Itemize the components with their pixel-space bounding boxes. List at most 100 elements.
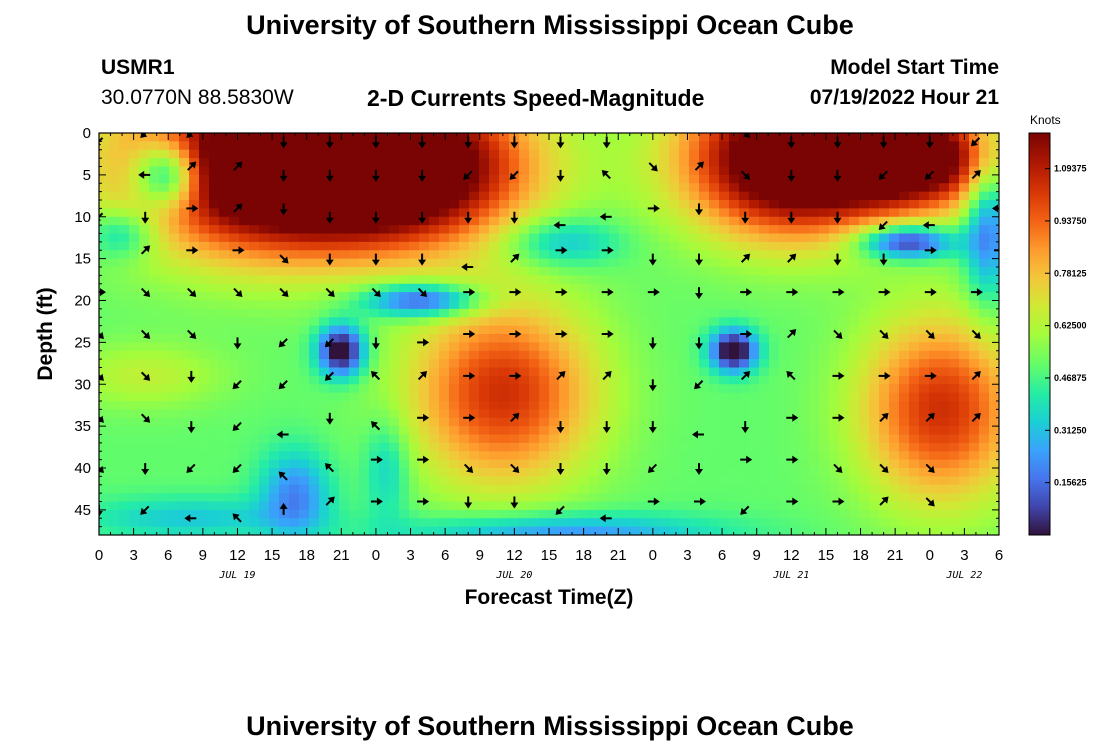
heatmap-cell — [349, 267, 360, 276]
heatmap-cell — [919, 367, 930, 377]
heatmap-cell — [699, 459, 710, 469]
heatmap-cell — [959, 493, 970, 503]
heatmap-cell — [619, 434, 630, 444]
heatmap-cell — [519, 158, 530, 168]
heatmap-cell — [279, 392, 290, 402]
current-arrow — [555, 246, 568, 255]
heatmap-cell — [419, 133, 430, 142]
heatmap-cell — [769, 484, 780, 494]
y-tick-label: 25 — [74, 334, 91, 351]
current-arrow — [832, 497, 845, 506]
heatmap-cell — [189, 267, 200, 276]
heatmap-cell — [569, 174, 580, 184]
heatmap-cell — [859, 509, 870, 519]
heatmap-cell — [689, 283, 700, 293]
heatmap-cell — [889, 149, 900, 159]
current-arrow — [187, 161, 197, 171]
heatmap-cell — [169, 174, 180, 184]
heatmap-cell — [479, 459, 490, 469]
heatmap-cell — [669, 216, 680, 226]
heatmap-cell — [489, 141, 500, 151]
heatmap-cell — [619, 476, 630, 486]
heatmap-cell — [179, 183, 190, 193]
heatmap-cell — [399, 200, 410, 209]
heatmap-cell — [479, 442, 490, 452]
heatmap-cell — [389, 174, 400, 184]
heatmap-cell — [399, 359, 410, 369]
current-arrow — [325, 169, 334, 182]
heatmap-cell — [879, 392, 890, 402]
heatmap-cell — [199, 225, 210, 235]
heatmap-cell — [789, 208, 800, 218]
heatmap-cell — [889, 133, 900, 142]
heatmap-cell — [739, 484, 750, 494]
heatmap-cell — [559, 133, 570, 142]
heatmap-cell — [319, 426, 330, 436]
heatmap-cell — [249, 141, 260, 151]
heatmap-cell — [229, 367, 240, 377]
heatmap-cell — [639, 325, 650, 335]
heatmap-cell — [479, 225, 490, 235]
heatmap-cell — [149, 392, 160, 402]
heatmap-cell — [459, 501, 470, 511]
heatmap-cell — [459, 401, 470, 410]
heatmap-cell — [919, 409, 930, 419]
heatmap-cell — [159, 375, 170, 385]
heatmap-cell — [289, 233, 300, 243]
heatmap-cell — [169, 233, 180, 243]
heatmap-cell — [349, 208, 360, 218]
heatmap-cell — [469, 509, 480, 519]
heatmap-cell — [209, 149, 220, 159]
heatmap-cell — [209, 158, 220, 168]
heatmap-cell — [419, 149, 430, 159]
heatmap-cell — [539, 342, 550, 352]
heatmap-cell — [449, 183, 460, 193]
heatmap-cell — [199, 275, 210, 285]
heatmap-cell — [909, 459, 920, 469]
heatmap-cell — [329, 141, 340, 151]
heatmap-cell — [929, 384, 940, 394]
heatmap-cell — [619, 426, 630, 436]
heatmap-cell — [949, 526, 960, 535]
heatmap-cell — [439, 459, 450, 469]
heatmap-cell — [679, 317, 690, 327]
heatmap-cell — [699, 468, 710, 477]
heatmap-cell — [469, 392, 480, 402]
heatmap-cell — [419, 325, 430, 335]
heatmap-cell — [289, 367, 300, 377]
heatmap-cell — [529, 526, 540, 535]
heatmap-cell — [689, 200, 700, 209]
heatmap-cell — [159, 359, 170, 369]
heatmap-cell — [869, 468, 880, 477]
heatmap-cell — [109, 208, 120, 218]
heatmap-cell — [519, 141, 530, 151]
heatmap-cell — [479, 451, 490, 461]
heatmap-cell — [799, 216, 810, 226]
heatmap-cell — [159, 174, 170, 184]
heatmap-cell — [339, 308, 350, 318]
current-arrow — [555, 330, 568, 338]
heatmap-cell — [629, 501, 640, 511]
heatmap-cell — [789, 518, 800, 528]
heatmap-cell — [469, 334, 480, 343]
heatmap-cell — [799, 451, 810, 461]
heatmap-cell — [199, 417, 210, 427]
current-arrow — [556, 169, 565, 182]
heatmap-cell — [399, 166, 410, 176]
heatmap-cell — [829, 241, 840, 251]
heatmap-cell — [949, 292, 960, 302]
heatmap-cell — [419, 166, 430, 176]
heatmap-cell — [579, 308, 590, 318]
heatmap-cell — [359, 409, 370, 419]
heatmap-cell — [609, 501, 620, 511]
heatmap-cell — [709, 250, 720, 260]
heatmap-cell — [819, 367, 830, 377]
heatmap-cell — [139, 233, 150, 243]
heatmap-cell — [669, 149, 680, 159]
heatmap-cell — [159, 233, 170, 243]
heatmap-cell — [259, 208, 270, 218]
heatmap-cell — [719, 300, 730, 310]
heatmap-cell — [829, 200, 840, 209]
heatmap-cell — [349, 174, 360, 184]
heatmap-cell — [359, 283, 370, 293]
